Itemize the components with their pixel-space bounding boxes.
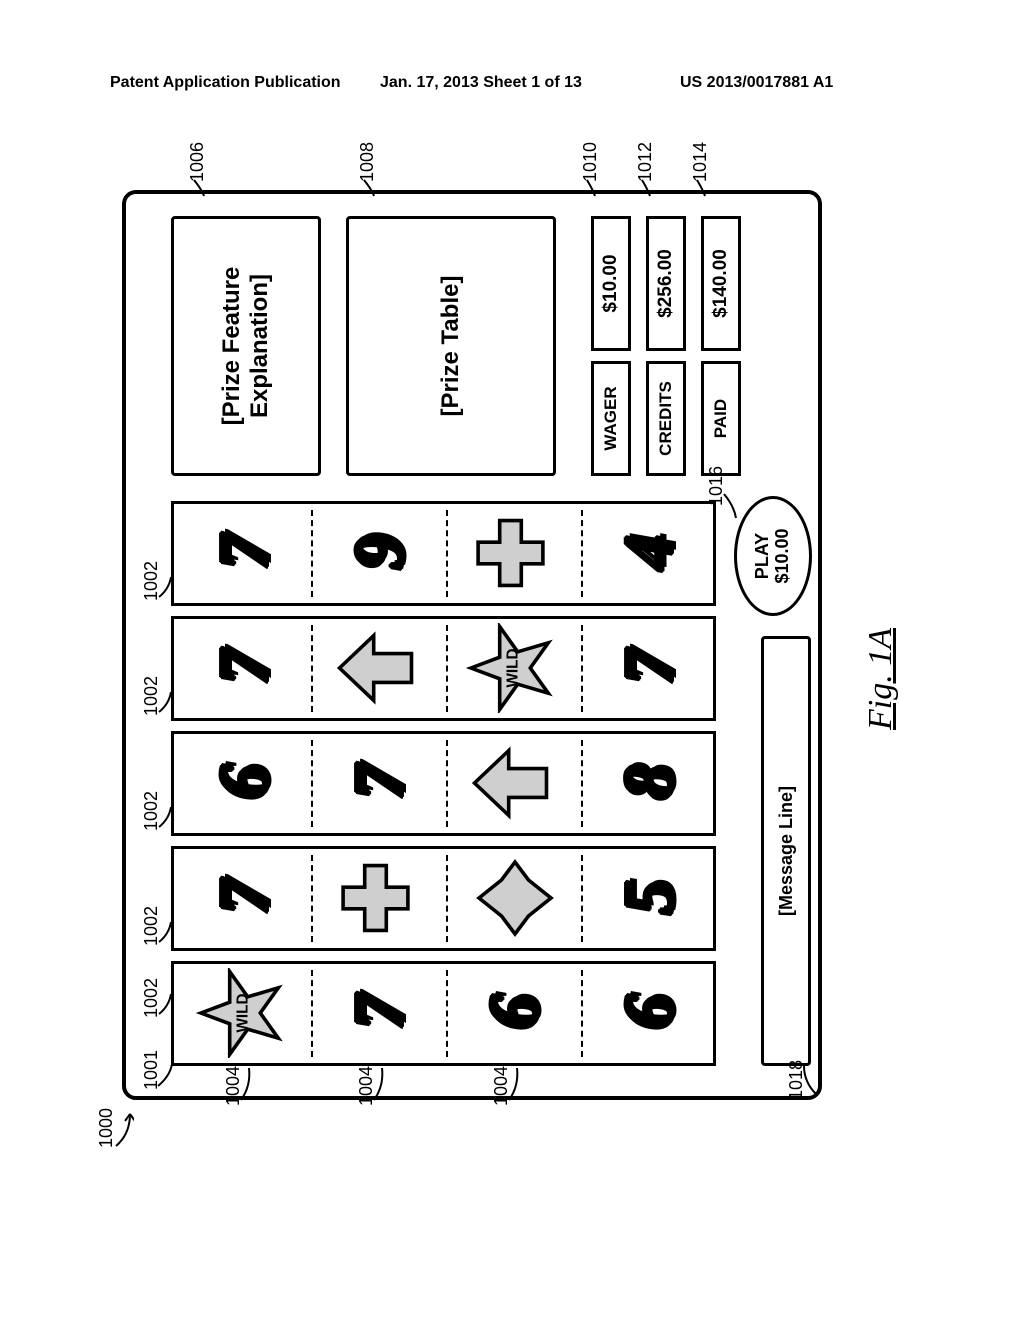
- row-divider: [311, 510, 313, 597]
- number-symbol: 7: [345, 767, 415, 800]
- row-divider: [581, 855, 583, 942]
- lead-1014: [695, 176, 709, 198]
- svg-text:WILD: WILD: [235, 994, 252, 1033]
- reel-cell: [449, 504, 581, 603]
- reel-symbol-svg: [465, 854, 565, 944]
- reel-cell: 9: [314, 504, 446, 603]
- stat-paid: PAID $140.00: [701, 216, 741, 476]
- stat-paid-label: PAID: [701, 361, 741, 476]
- row-divider: [581, 510, 583, 597]
- number-symbol: 5: [615, 882, 685, 915]
- number-symbol: 7: [615, 652, 685, 685]
- header-date-sheet: Jan. 17, 2013 Sheet 1 of 13: [380, 74, 582, 92]
- lead-1006: [192, 176, 208, 198]
- reel-cell: WILD: [179, 964, 311, 1063]
- reel-cell: 7: [179, 504, 311, 603]
- reel-column: 7 WILD 7: [171, 616, 716, 721]
- header-pubnum: US 2013/0017881 A1: [680, 74, 833, 92]
- reel-column: 75: [171, 846, 716, 951]
- lead-1004-r3: [507, 1064, 525, 1102]
- number-symbol: 8: [615, 767, 685, 800]
- row-divider: [581, 740, 583, 827]
- reel-cell: 5: [584, 849, 716, 948]
- figure-caption: Fig. 1A: [862, 628, 900, 730]
- prize-table-box: [Prize Table]: [346, 216, 556, 476]
- lead-1010: [585, 176, 599, 198]
- reel-cell: 8: [584, 734, 716, 833]
- reel-column: 6 7 8: [171, 731, 716, 836]
- reel-cell: [314, 849, 446, 948]
- row-divider: [446, 855, 448, 942]
- stat-paid-value: $140.00: [701, 216, 741, 351]
- number-symbol: 7: [210, 652, 280, 685]
- message-line: [Message Line]: [761, 636, 811, 1066]
- number-symbol: 7: [210, 882, 280, 915]
- play-label-1: PLAY: [753, 533, 773, 579]
- stat-wager: WAGER $10.00: [591, 216, 631, 476]
- lead-1004-r2: [372, 1064, 390, 1102]
- row-divider: [581, 970, 583, 1057]
- row-divider: [311, 855, 313, 942]
- reel-cell: 6: [584, 964, 716, 1063]
- reel-cell: [449, 734, 581, 833]
- stat-credits-label: CREDITS: [646, 361, 686, 476]
- reel-symbol-svg: [330, 624, 430, 714]
- right-panel: [Prize Feature Explanation] [Prize Table…: [171, 216, 811, 476]
- reel-cell: 7: [314, 734, 446, 833]
- reel-symbol-svg: [330, 854, 430, 944]
- lead-1004-r1: [239, 1064, 257, 1102]
- reel-cell: 7: [314, 964, 446, 1063]
- row-divider: [446, 625, 448, 712]
- reel-symbol-svg: [465, 739, 565, 829]
- row-divider: [446, 740, 448, 827]
- row-divider: [446, 970, 448, 1057]
- number-symbol: 4: [615, 537, 685, 570]
- reel-cell: 6: [449, 964, 581, 1063]
- patent-page: Patent Application Publication Jan. 17, …: [0, 0, 1024, 1320]
- number-symbol: 6: [615, 997, 685, 1030]
- figure-canvas: 1000 1001 1002 1002 1002 1002: [102, 160, 922, 1160]
- number-symbol: 6: [210, 767, 280, 800]
- reel-column: 7 9 4: [171, 501, 716, 606]
- lead-1000: [114, 1100, 134, 1148]
- lead-1018: [802, 1062, 818, 1096]
- game-screen-frame: 1001 1002 1002 1002 1002 1002 1004: [122, 190, 822, 1100]
- reel-cell: 7: [179, 849, 311, 948]
- number-symbol: 7: [345, 997, 415, 1030]
- number-symbol: 7: [210, 537, 280, 570]
- reel-symbol-svg: WILD: [195, 969, 295, 1059]
- stat-wager-value: $10.00: [591, 216, 631, 351]
- reel-column: WILD 7 6 6: [171, 961, 716, 1066]
- reel-cell: [449, 849, 581, 948]
- reel-cell: 7: [584, 619, 716, 718]
- reel-symbol-svg: WILD: [465, 624, 565, 714]
- number-symbol: 9: [345, 537, 415, 570]
- row-divider: [311, 740, 313, 827]
- reel-cell: 4: [584, 504, 716, 603]
- lead-1016: [722, 490, 740, 520]
- row-divider: [446, 510, 448, 597]
- reel-cell: 7: [179, 619, 311, 718]
- lead-1012: [640, 176, 654, 198]
- lead-1008: [362, 176, 378, 198]
- reel-symbol-svg: [465, 509, 565, 599]
- reel-cell: WILD: [449, 619, 581, 718]
- figure-1a: 1000 1001 1002 1002 1002 1002: [102, 160, 922, 1160]
- prize-feature-box: [Prize Feature Explanation]: [171, 216, 321, 476]
- reel-area: 1002 1002 1002 1002 1002 1004 1004 1004: [171, 501, 716, 1066]
- reel-cell: 6: [179, 734, 311, 833]
- stat-wager-label: WAGER: [591, 361, 631, 476]
- row-divider: [581, 625, 583, 712]
- row-divider: [311, 970, 313, 1057]
- stat-credits: CREDITS $256.00: [646, 216, 686, 476]
- header-publication: Patent Application Publication: [110, 74, 341, 92]
- play-label-2: $10.00: [773, 528, 793, 583]
- svg-text:WILD: WILD: [505, 649, 522, 688]
- number-symbol: 6: [480, 997, 550, 1030]
- row-divider: [311, 625, 313, 712]
- stat-credits-value: $256.00: [646, 216, 686, 351]
- reel-cell: [314, 619, 446, 718]
- play-button[interactable]: PLAY $10.00: [734, 496, 812, 616]
